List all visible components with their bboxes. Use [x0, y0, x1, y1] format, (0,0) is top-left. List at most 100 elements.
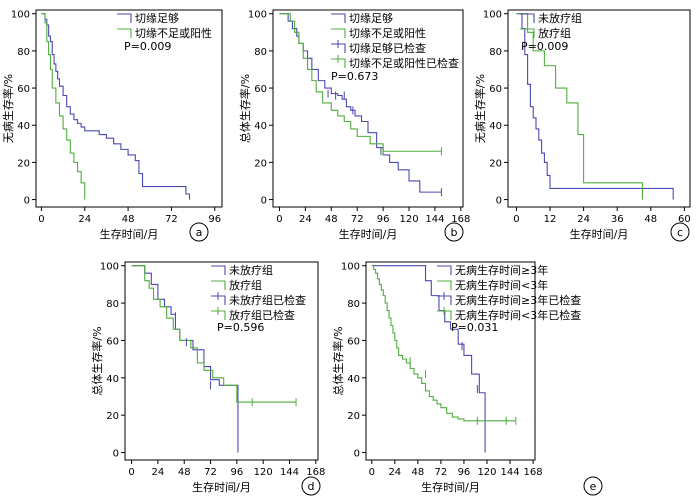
panel-label: a: [196, 226, 203, 239]
legend-label: 切缘足够: [135, 12, 179, 25]
panel-label-circle: [301, 476, 321, 496]
panel-b: 0 24 48 72 96 120 144 168 0 20 40 60 80 100 生存时间/月 总体生存…: [238, 9, 470, 242]
y-tick-label: 20: [489, 158, 502, 169]
panel-label: c: [677, 226, 683, 239]
legend-swatch: [211, 265, 226, 275]
plot-frame: [35, 9, 223, 208]
x-tick-label: 48: [411, 467, 424, 478]
x-axis-title: 生存时间/月: [421, 480, 480, 494]
series-line-0: [279, 13, 442, 193]
legend-label: 未放疗组已检查: [229, 293, 306, 307]
x-tick-label: 96: [208, 214, 221, 225]
y-tick-label: 80: [106, 299, 119, 310]
x-tick-label: 48: [644, 214, 657, 225]
legend-label: 未放疗组: [538, 11, 582, 25]
legend-label: 放疗组已检查: [229, 308, 295, 322]
x-axis-title: 生存时间/月: [570, 227, 629, 241]
panel-label: b: [451, 226, 458, 239]
y-tick-label: 40: [254, 121, 267, 132]
panel-label-circle: [189, 222, 209, 242]
plot-frame: [124, 261, 319, 461]
x-tick-label: 168: [524, 467, 543, 478]
series-line-1: [131, 265, 297, 403]
y-tick-label: 100: [248, 10, 267, 21]
x-tick-label: 24: [299, 214, 312, 225]
y-tick-label: 60: [254, 84, 267, 95]
legend-label: 切缘足够已检查: [349, 41, 426, 55]
x-axis-title: 生存时间/月: [339, 227, 398, 241]
y-tick-label: 80: [489, 47, 502, 58]
legend-label: 切缘不足或阳性: [349, 26, 426, 40]
y-tick-label: 0: [113, 449, 119, 460]
legend-swatch: [331, 43, 346, 53]
p-value: P=0.673: [331, 70, 378, 83]
legend-swatch: [211, 310, 226, 320]
x-tick-label: 96: [458, 467, 471, 478]
y-axis-title: 无病生存率/%: [473, 74, 487, 143]
panel-label: e: [590, 480, 597, 493]
legend-swatch: [117, 28, 132, 38]
series-line-1: [371, 265, 516, 422]
y-tick-label: 80: [17, 47, 30, 58]
panel-label-circle: [444, 222, 464, 242]
y-tick-label: 40: [106, 374, 119, 385]
p-value: P=0.596: [217, 321, 264, 334]
y-tick-label: 60: [347, 336, 360, 347]
x-axis-title: 生存时间/月: [100, 227, 159, 241]
y-tick-label: 20: [254, 158, 267, 169]
legend-swatch: [520, 28, 535, 38]
legend-swatch: [437, 280, 452, 290]
x-tick-label: 144: [500, 467, 519, 478]
legend-swatch: [211, 280, 226, 290]
x-tick-label: 0: [513, 214, 519, 225]
panel-d: 0 24 48 72 96 120 144 168 0 20 40 60 80 100 生存时间/月 总体生存…: [90, 261, 325, 496]
x-tick-label: 96: [377, 214, 390, 225]
x-tick-label: 0: [369, 467, 375, 478]
legend-swatch: [437, 265, 452, 275]
y-tick-label: 60: [106, 336, 119, 347]
y-tick-label: 40: [17, 121, 30, 132]
y-tick-label: 0: [496, 196, 502, 207]
x-tick-label: 24: [152, 467, 165, 478]
x-tick-label: 168: [451, 214, 470, 225]
y-tick-label: 40: [347, 374, 360, 385]
series-line-0: [131, 265, 239, 453]
x-tick-label: 120: [477, 467, 496, 478]
y-tick-label: 0: [24, 196, 30, 207]
y-tick-label: 100: [341, 262, 360, 273]
plot-frame: [365, 261, 536, 461]
series-line-1: [279, 13, 442, 152]
legend-swatch: [437, 295, 452, 305]
y-tick-label: 40: [489, 121, 502, 132]
legend-label: 切缘不足或阳性: [135, 26, 212, 40]
y-tick-label: 80: [254, 47, 267, 58]
x-tick-label: 120: [254, 467, 273, 478]
y-tick-label: 100: [100, 262, 119, 273]
p-value: P=0.031: [451, 321, 498, 334]
x-tick-label: 48: [122, 214, 135, 225]
panel-a: 0 24 48 72 96 0 20 40 60 80 100 生存时间/月 无病生存率/% 切缘足够切缘…: [1, 9, 223, 242]
legend-label: 放疗组: [229, 278, 262, 292]
plot-frame: [272, 9, 464, 208]
y-tick-label: 20: [347, 411, 360, 422]
panel-e: 0 24 48 72 96 120 144 168 0 20 40 60 80 100 生存时间/月 总体生存…: [331, 261, 603, 496]
x-tick-label: 0: [128, 467, 134, 478]
y-tick-label: 100: [483, 10, 502, 21]
x-axis-title: 生存时间/月: [192, 480, 251, 494]
panel-label: d: [308, 480, 315, 493]
legend-label: 切缘足够: [349, 12, 393, 25]
x-tick-label: 120: [399, 214, 418, 225]
x-tick-label: 72: [165, 214, 178, 225]
y-axis-title: 总体生存率/%: [238, 74, 252, 143]
x-tick-label: 48: [325, 214, 338, 225]
x-tick-label: 24: [577, 214, 590, 225]
legend-swatch: [331, 13, 346, 23]
x-tick-label: 72: [351, 214, 364, 225]
legend-label: 放疗组: [538, 26, 571, 40]
legend-label: 未放疗组: [229, 263, 273, 277]
x-tick-label: 72: [435, 467, 448, 478]
x-tick-label: 96: [230, 467, 243, 478]
series-line-1: [41, 13, 86, 200]
legend-swatch: [211, 295, 226, 305]
